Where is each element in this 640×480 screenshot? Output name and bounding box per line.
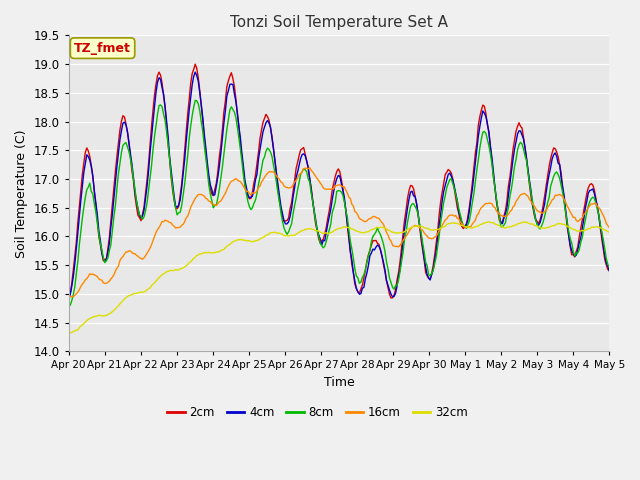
32cm — [579, 228, 586, 233]
8cm — [65, 303, 72, 309]
8cm — [246, 204, 253, 210]
8cm — [605, 264, 613, 270]
2cm — [65, 295, 72, 300]
8cm — [228, 104, 236, 110]
8cm — [131, 186, 139, 192]
16cm — [246, 191, 253, 196]
8cm — [255, 181, 262, 187]
32cm — [303, 227, 310, 232]
32cm — [228, 240, 236, 246]
4cm — [255, 156, 262, 162]
8cm — [303, 169, 310, 175]
Line: 4cm: 4cm — [68, 72, 609, 298]
4cm — [246, 195, 253, 201]
32cm — [132, 290, 140, 296]
2cm — [255, 150, 262, 156]
2cm — [246, 196, 253, 202]
16cm — [255, 185, 262, 191]
2cm — [191, 61, 199, 67]
32cm — [255, 237, 262, 243]
4cm — [191, 69, 199, 75]
16cm — [228, 179, 236, 184]
32cm — [246, 238, 253, 243]
Line: 16cm: 16cm — [68, 168, 609, 297]
16cm — [132, 252, 140, 258]
4cm — [577, 235, 584, 240]
Line: 2cm: 2cm — [68, 64, 609, 298]
8cm — [191, 97, 199, 103]
2cm — [303, 157, 310, 163]
Y-axis label: Soil Temperature (C): Soil Temperature (C) — [15, 129, 28, 258]
4cm — [303, 158, 310, 164]
32cm — [520, 219, 527, 225]
Legend: 2cm, 4cm, 8cm, 16cm, 32cm: 2cm, 4cm, 8cm, 16cm, 32cm — [162, 401, 472, 424]
2cm — [387, 295, 395, 301]
32cm — [605, 229, 613, 235]
32cm — [65, 330, 72, 336]
2cm — [228, 70, 236, 76]
4cm — [228, 81, 236, 87]
16cm — [306, 165, 314, 170]
4cm — [605, 268, 613, 274]
32cm — [67, 330, 74, 336]
Title: Tonzi Soil Temperature Set A: Tonzi Soil Temperature Set A — [230, 15, 448, 30]
8cm — [577, 240, 584, 245]
16cm — [579, 215, 586, 221]
16cm — [605, 225, 613, 231]
16cm — [67, 294, 74, 300]
4cm — [131, 190, 139, 195]
2cm — [131, 193, 139, 199]
Text: TZ_fmet: TZ_fmet — [74, 42, 131, 55]
4cm — [65, 295, 72, 300]
X-axis label: Time: Time — [324, 376, 355, 389]
16cm — [65, 294, 72, 300]
2cm — [605, 267, 613, 273]
Line: 8cm: 8cm — [68, 100, 609, 306]
2cm — [579, 217, 586, 223]
Line: 32cm: 32cm — [68, 222, 609, 333]
16cm — [303, 165, 310, 171]
